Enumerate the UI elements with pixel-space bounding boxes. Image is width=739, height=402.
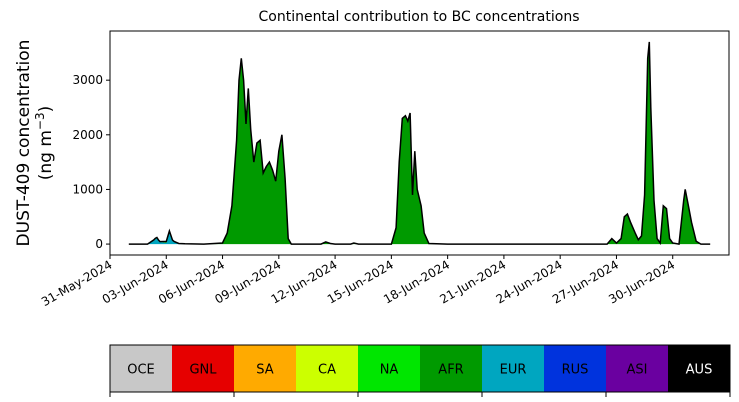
legend-swatch-rus: [544, 345, 607, 392]
y-axis-label-line1: DUST-409 concentration: [14, 40, 34, 247]
legend-swatch-oce: [110, 345, 173, 392]
legend-label-ca: CA: [318, 363, 336, 378]
y-axis-label-prefix: (ng m: [36, 130, 56, 180]
legend-swatch-asi: [606, 345, 669, 392]
legend-label-gnl: GNL: [189, 363, 217, 378]
y-axis-label-suffix: ): [36, 106, 56, 113]
legend-label-oce: OCE: [127, 363, 155, 378]
legend-swatch-sa: [234, 345, 297, 392]
chart-title: Continental contribution to BC concentra…: [258, 9, 579, 25]
legend-frame: [109, 344, 731, 393]
y-tick-label-3: 3000: [72, 73, 103, 87]
plot-areas: [128, 41, 711, 246]
legend-label-eur: EUR: [500, 363, 527, 378]
area-afr: [128, 41, 711, 245]
legend-label-sa: SA: [256, 363, 273, 378]
y-axis: 0 1000 2000 3000: [72, 73, 110, 251]
y-axis-label: DUST-409 concentration (ng m−3): [14, 40, 56, 247]
plot-frame: [109, 30, 730, 256]
legend-label-na: NA: [380, 363, 399, 378]
legend: OCE GNL SA CA NA AFR EUR RUS ASI AUS: [109, 344, 731, 397]
legend-label-asi: ASI: [627, 363, 648, 378]
y-tick-label-2: 2000: [72, 128, 103, 142]
y-axis-label-line2: (ng m−3): [33, 106, 56, 181]
y-tick-label-1: 1000: [72, 182, 103, 196]
legend-label-rus: RUS: [562, 363, 589, 378]
total-outline: [128, 41, 711, 246]
legend-swatch-aus: [668, 345, 731, 392]
legend-label-aus: AUS: [686, 363, 713, 378]
y-axis-label-superscript: −3: [33, 112, 47, 130]
legend-swatch-na: [358, 345, 421, 392]
y-tick-label-0: 0: [95, 237, 103, 251]
legend-label-afr: AFR: [438, 363, 463, 378]
legend-swatch-ca: [296, 345, 359, 392]
legend-swatch-afr: [420, 345, 483, 392]
x-axis: 31-May-202403-Jun-202406-Jun-202409-Jun-…: [39, 255, 677, 309]
legend-swatch-gnl: [172, 345, 235, 392]
legend-swatch-eur: [482, 345, 545, 392]
